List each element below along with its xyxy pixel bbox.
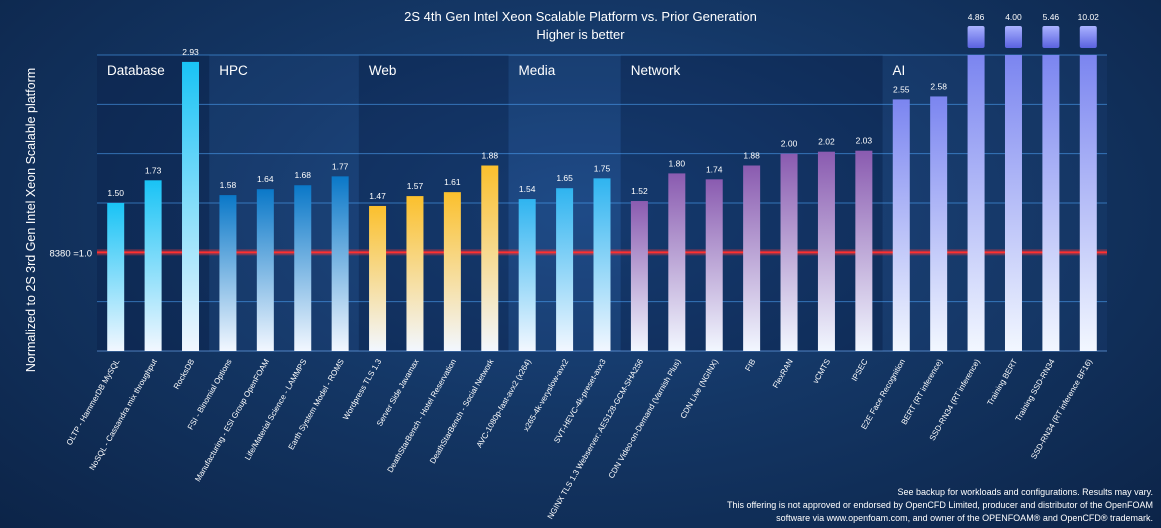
value-label: 1.57 bbox=[407, 181, 424, 191]
value-label: 1.52 bbox=[631, 186, 648, 196]
bar bbox=[892, 99, 910, 352]
category-label: BERT (RT inference) bbox=[900, 357, 945, 426]
bar bbox=[219, 195, 237, 351]
value-label: 1.80 bbox=[669, 158, 686, 168]
value-label: 1.74 bbox=[706, 164, 723, 174]
category-label: CDN Live (NGINX) bbox=[679, 357, 721, 420]
bar bbox=[630, 201, 648, 351]
bar bbox=[406, 196, 424, 351]
bar bbox=[443, 192, 461, 351]
value-label: 1.65 bbox=[556, 173, 573, 183]
value-label: 1.47 bbox=[369, 191, 386, 201]
bar bbox=[144, 180, 162, 351]
category-label: Life/Material Science - LAMMPS bbox=[243, 358, 308, 462]
value-label: 1.77 bbox=[332, 161, 349, 171]
value-label: 5.46 bbox=[1043, 12, 1060, 22]
value-label: 1.50 bbox=[107, 188, 124, 198]
bar bbox=[743, 165, 761, 351]
bar bbox=[1079, 55, 1097, 351]
bar-overflow-cap bbox=[1042, 26, 1060, 48]
footnote-2: This offering is not approved or endorse… bbox=[726, 500, 1153, 510]
bar bbox=[1042, 55, 1060, 351]
value-label: 10.02 bbox=[1078, 12, 1100, 22]
bar-overflow-cap bbox=[967, 26, 985, 48]
category-label: DeathStarBench - Social Network bbox=[428, 357, 496, 466]
chart-subtitle: Higher is better bbox=[536, 27, 625, 42]
bar bbox=[593, 178, 611, 351]
bar bbox=[668, 173, 686, 351]
bar bbox=[182, 61, 200, 351]
chart-title: 2S 4th Gen Intel Xeon Scalable Platform … bbox=[404, 9, 757, 24]
value-label: 1.61 bbox=[444, 177, 461, 187]
category-label: FIB bbox=[743, 358, 757, 373]
bar-overflow-cap bbox=[1004, 26, 1022, 48]
baseline-label: 8380 =1.0 bbox=[49, 248, 92, 259]
category-label: Server Side Javamax bbox=[375, 358, 421, 428]
footnote-1: See backup for workloads and configurati… bbox=[897, 487, 1153, 497]
group-label-web: Web bbox=[369, 63, 397, 78]
value-label: 2.00 bbox=[781, 139, 798, 149]
category-label: NoSQL - Cassandra mix throughput bbox=[88, 357, 160, 472]
bar bbox=[967, 55, 985, 351]
value-label: 1.73 bbox=[145, 165, 162, 175]
bar bbox=[107, 203, 125, 351]
bar bbox=[1004, 55, 1022, 351]
category-label: Wordpress TLS 1.3 bbox=[341, 357, 383, 421]
bar bbox=[481, 165, 499, 351]
bar bbox=[518, 199, 536, 351]
category-label: CDN Video-on-Demand (Varnish Plus) bbox=[607, 357, 683, 480]
value-label: 2.55 bbox=[893, 84, 910, 94]
value-label: 1.68 bbox=[294, 170, 311, 180]
category-label: IPSEC bbox=[850, 357, 870, 382]
value-label: 2.03 bbox=[856, 136, 873, 146]
category-label: DeathStarBench - Hotel Reservation bbox=[386, 358, 458, 475]
category-label: vCMTS bbox=[811, 358, 832, 386]
group-label-media: Media bbox=[518, 63, 555, 78]
value-label: 1.64 bbox=[257, 174, 274, 184]
category-label: FlexRAN bbox=[771, 357, 795, 389]
bar bbox=[256, 189, 274, 351]
footnote-3: software via www.openfoam.com, and owner… bbox=[776, 513, 1153, 523]
group-label-ai: AI bbox=[893, 63, 906, 78]
bar bbox=[331, 176, 349, 351]
group-label-hpc: HPC bbox=[219, 63, 248, 78]
category-label: Training SSD-RN34 bbox=[1014, 357, 1057, 423]
value-label: 4.86 bbox=[968, 12, 985, 22]
bar-overflow-cap bbox=[1079, 26, 1097, 48]
category-label: RocksDB bbox=[172, 358, 196, 391]
value-label: 4.00 bbox=[1005, 12, 1022, 22]
bar bbox=[780, 153, 798, 351]
bar bbox=[817, 151, 835, 351]
value-label: 1.88 bbox=[743, 151, 760, 161]
value-label: 1.88 bbox=[482, 151, 499, 161]
category-label: Manufacturing - ESI Group OpenFOAM bbox=[193, 357, 271, 483]
bar bbox=[369, 205, 387, 351]
category-label: Training BERT bbox=[985, 357, 1019, 407]
value-label: 1.54 bbox=[519, 184, 536, 194]
bar bbox=[930, 96, 948, 351]
value-label: 1.58 bbox=[220, 180, 237, 190]
bar bbox=[294, 185, 312, 351]
value-label: 1.75 bbox=[594, 163, 611, 173]
group-label-database: Database bbox=[107, 63, 165, 78]
value-label: 2.93 bbox=[182, 47, 199, 57]
group-label-network: Network bbox=[631, 63, 681, 78]
value-label: 2.58 bbox=[930, 81, 947, 91]
value-label: 2.02 bbox=[818, 137, 835, 147]
bar bbox=[855, 150, 873, 351]
bar bbox=[556, 188, 574, 351]
bar bbox=[705, 179, 723, 351]
